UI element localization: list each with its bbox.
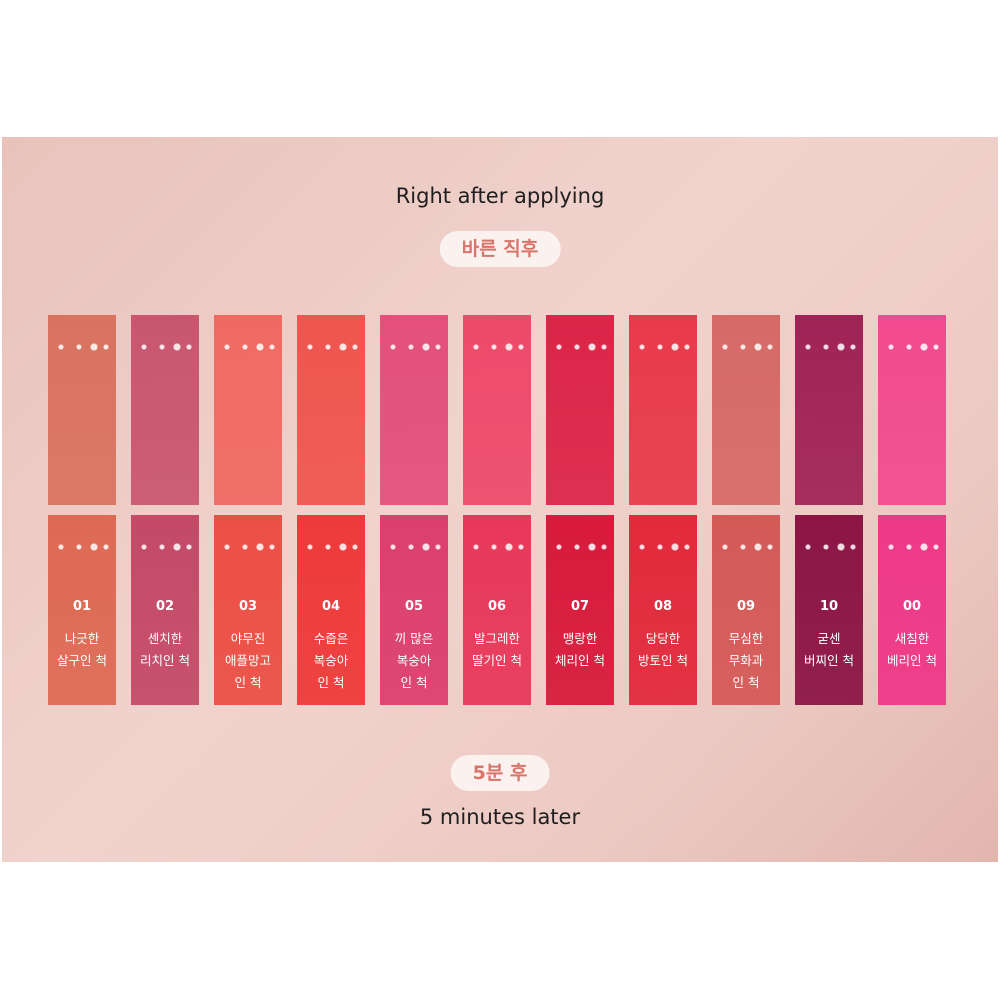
shade-number: 03 xyxy=(238,599,258,614)
shade-number: 08 xyxy=(653,599,673,614)
shade-number: 09 xyxy=(736,599,756,614)
shade-name: 나긋한 xyxy=(64,631,100,646)
swatch-before xyxy=(795,315,863,505)
gloss xyxy=(467,341,527,353)
swatch-after xyxy=(795,515,863,705)
shade-name: 맹랑한 xyxy=(562,631,598,646)
shade-name: 방토인 척 xyxy=(638,653,688,668)
shade-name: 새침한 xyxy=(894,631,930,646)
swatch-before xyxy=(546,315,614,505)
swatch-before xyxy=(380,315,448,505)
swatch-before xyxy=(712,315,780,505)
gloss xyxy=(52,541,112,553)
shade-name: 체리인 척 xyxy=(555,653,605,668)
top-caption: Right after applying xyxy=(395,184,605,208)
shade-name: 무화과 xyxy=(728,653,764,668)
gloss xyxy=(467,541,527,553)
gloss xyxy=(384,541,444,553)
swatch-before xyxy=(629,315,697,505)
swatch-after xyxy=(131,515,199,705)
shade-number: 00 xyxy=(902,599,922,614)
shade-number: 01 xyxy=(72,599,92,614)
swatch-after xyxy=(712,515,780,705)
swatch-after xyxy=(48,515,116,705)
swatch-before xyxy=(214,315,282,505)
gloss xyxy=(301,341,361,353)
shade-number: 06 xyxy=(487,599,507,614)
shade-number: 04 xyxy=(321,599,341,614)
gloss xyxy=(799,341,859,353)
gloss xyxy=(52,341,112,353)
shade-name: 인 척 xyxy=(317,675,345,690)
gloss xyxy=(799,541,859,553)
shade-name: 복숭아 xyxy=(313,653,349,668)
swatch-after xyxy=(380,515,448,705)
shade-number: 05 xyxy=(404,599,424,614)
shade-name: 굳센 xyxy=(817,631,841,646)
gloss xyxy=(301,541,361,553)
gloss xyxy=(882,541,942,553)
shade-name: 센치한 xyxy=(147,631,183,646)
shade-name: 버찌인 척 xyxy=(804,653,854,668)
shade-name: 발그레한 xyxy=(473,631,520,646)
swatch-after xyxy=(629,515,697,705)
gloss xyxy=(633,341,693,353)
gloss xyxy=(550,541,610,553)
shade-name: 베리인 척 xyxy=(887,653,937,668)
swatch-after xyxy=(878,515,946,705)
gloss xyxy=(882,341,942,353)
shade-name: 애플망고 xyxy=(224,653,271,668)
shade-name: 당당한 xyxy=(645,631,681,646)
shade-name: 리치인 척 xyxy=(140,653,190,668)
swatch-after xyxy=(546,515,614,705)
shade-name: 야무진 xyxy=(230,631,266,646)
gloss xyxy=(135,341,195,353)
top-pill: 바른 직후 xyxy=(439,231,561,267)
gloss xyxy=(218,341,278,353)
gloss xyxy=(633,541,693,553)
shade-name: 딸기인 척 xyxy=(472,653,522,668)
shade-number: 07 xyxy=(570,599,590,614)
shade-number: 02 xyxy=(155,599,175,614)
gloss xyxy=(716,341,776,353)
shade-name: 인 척 xyxy=(234,675,262,690)
swatch-after xyxy=(297,515,365,705)
swatch-before xyxy=(48,315,116,505)
shade-name: 살구인 척 xyxy=(57,653,107,668)
shade-name: 인 척 xyxy=(732,675,760,690)
gloss xyxy=(218,541,278,553)
shade-name: 수줍은 xyxy=(313,631,349,646)
shade-name: 복숭아 xyxy=(396,653,432,668)
shade-name: 무심한 xyxy=(728,631,764,646)
gloss xyxy=(384,341,444,353)
swatch-before xyxy=(878,315,946,505)
swatch-before xyxy=(463,315,531,505)
shade-name: 인 척 xyxy=(400,675,428,690)
gloss xyxy=(135,541,195,553)
swatch-before xyxy=(131,315,199,505)
swatch-after xyxy=(214,515,282,705)
shade-number: 10 xyxy=(819,599,839,614)
gloss xyxy=(550,341,610,353)
swatch-before xyxy=(297,315,365,505)
bottom-caption: 5 minutes later xyxy=(419,805,581,829)
bottom-pill: 5분 후 xyxy=(450,755,550,791)
shade-name: 끼 많은 xyxy=(394,631,434,646)
swatch-after xyxy=(463,515,531,705)
gloss xyxy=(716,541,776,553)
